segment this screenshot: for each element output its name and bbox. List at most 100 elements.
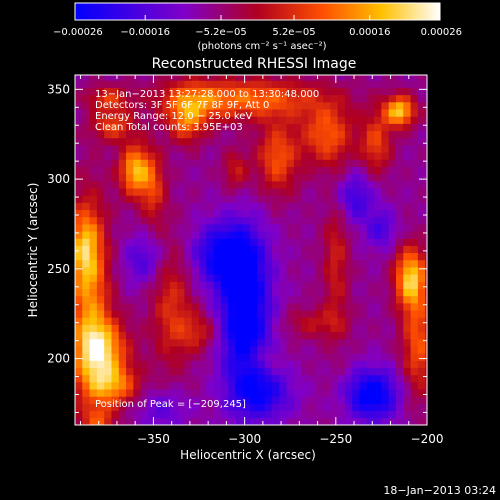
heatmap-cell [425, 94, 428, 103]
heatmap-cell [155, 145, 163, 153]
heatmap-cell [308, 130, 317, 139]
heatmap-cell [155, 245, 163, 254]
heatmap-cell [417, 231, 426, 239]
heatmap-cell [177, 202, 185, 211]
heatmap-cell [308, 245, 317, 254]
heatmap-cell [104, 159, 112, 167]
heatmap-cell [308, 109, 317, 117]
heatmap-cell [206, 137, 215, 146]
heatmap-cell [395, 216, 404, 225]
heatmap-cell [104, 101, 112, 110]
heatmap-cell [177, 180, 185, 189]
heatmap-cell [330, 317, 339, 325]
heatmap-cell [425, 288, 428, 297]
heatmap-cell [323, 396, 331, 404]
heatmap-cell [191, 166, 200, 175]
heatmap-cell [140, 152, 149, 160]
heatmap-cell [75, 159, 83, 167]
heatmap-cell [293, 310, 302, 318]
heatmap-cell [184, 310, 193, 318]
heatmap-cell [242, 173, 251, 182]
heatmap-cell [330, 145, 339, 153]
heatmap-cell [279, 109, 287, 117]
heatmap-cell [147, 145, 156, 153]
heatmap-cell [191, 137, 200, 146]
heatmap-cell [352, 338, 360, 347]
heatmap-cell [366, 288, 375, 297]
heatmap-cell [169, 252, 178, 261]
heatmap-cell [352, 216, 360, 225]
colorbar-tick-label: −5.2e−05 [195, 27, 247, 38]
heatmap-cell [82, 310, 90, 318]
heatmap-cell [220, 367, 229, 376]
heatmap-cell [206, 145, 215, 153]
heatmap-cell [271, 145, 280, 153]
heatmap-cell [220, 87, 229, 96]
heatmap-cell [147, 80, 156, 88]
heatmap-cell [330, 374, 339, 383]
heatmap-cell [366, 137, 375, 146]
heatmap-cell [250, 145, 258, 153]
heatmap-cell [388, 381, 397, 390]
heatmap-cell [403, 310, 411, 318]
heatmap-cell [330, 195, 339, 203]
heatmap-cell [381, 374, 390, 383]
heatmap-cell [395, 109, 404, 117]
heatmap-cell [220, 137, 229, 146]
heatmap-cell [323, 324, 331, 333]
heatmap-cell [228, 288, 236, 297]
heatmap-cell [323, 80, 331, 88]
heatmap-cell [257, 238, 266, 246]
heatmap-cell [388, 80, 397, 88]
heatmap-cell [395, 310, 404, 318]
heatmap-cell [395, 353, 404, 361]
heatmap-cell [126, 180, 134, 189]
heatmap-cell [147, 94, 156, 103]
heatmap-cell [235, 173, 244, 182]
heatmap-cell [126, 245, 134, 254]
heatmap-cell [410, 238, 419, 246]
heatmap-cell [89, 353, 98, 361]
heatmap-cell [89, 252, 98, 261]
heatmap-cell [366, 159, 375, 167]
heatmap-cell [140, 281, 149, 289]
heatmap-cell [118, 180, 127, 189]
heatmap-cell [228, 116, 236, 124]
heatmap-cell [257, 267, 266, 275]
heatmap-cell [213, 137, 222, 146]
heatmap-cell [242, 152, 251, 160]
heatmap-cell [301, 367, 309, 376]
heatmap-cell [403, 403, 411, 412]
heatmap-cell [228, 80, 236, 88]
heatmap-cell [330, 238, 339, 246]
heatmap-cell [118, 410, 127, 419]
heatmap-cell [82, 87, 90, 96]
heatmap-cell [118, 252, 127, 261]
heatmap-cell [293, 353, 302, 361]
heatmap-cell [162, 188, 171, 196]
heatmap-cell [118, 166, 127, 175]
heatmap-cell [220, 116, 229, 124]
heatmap-cell [118, 130, 127, 139]
heatmap-cell [147, 173, 156, 182]
heatmap-cell [104, 223, 112, 232]
heatmap-cell [75, 360, 83, 368]
heatmap-cell [169, 410, 178, 419]
heatmap-cell [337, 245, 346, 254]
heatmap-cell [133, 281, 142, 289]
heatmap-cell [147, 195, 156, 203]
heatmap-cell [344, 195, 353, 203]
heatmap-cell [213, 75, 222, 81]
heatmap-cell [425, 367, 428, 376]
heatmap-cell [337, 381, 346, 390]
heatmap-cell [140, 109, 149, 117]
heatmap-cell [177, 410, 185, 419]
heatmap-cell [235, 209, 244, 218]
heatmap-cell [250, 259, 258, 268]
heatmap-cell [395, 152, 404, 160]
heatmap-cell [96, 310, 105, 318]
heatmap-cell [242, 331, 251, 340]
heatmap-cell [388, 188, 397, 196]
heatmap-cell [381, 223, 390, 232]
heatmap-cell [352, 137, 360, 146]
